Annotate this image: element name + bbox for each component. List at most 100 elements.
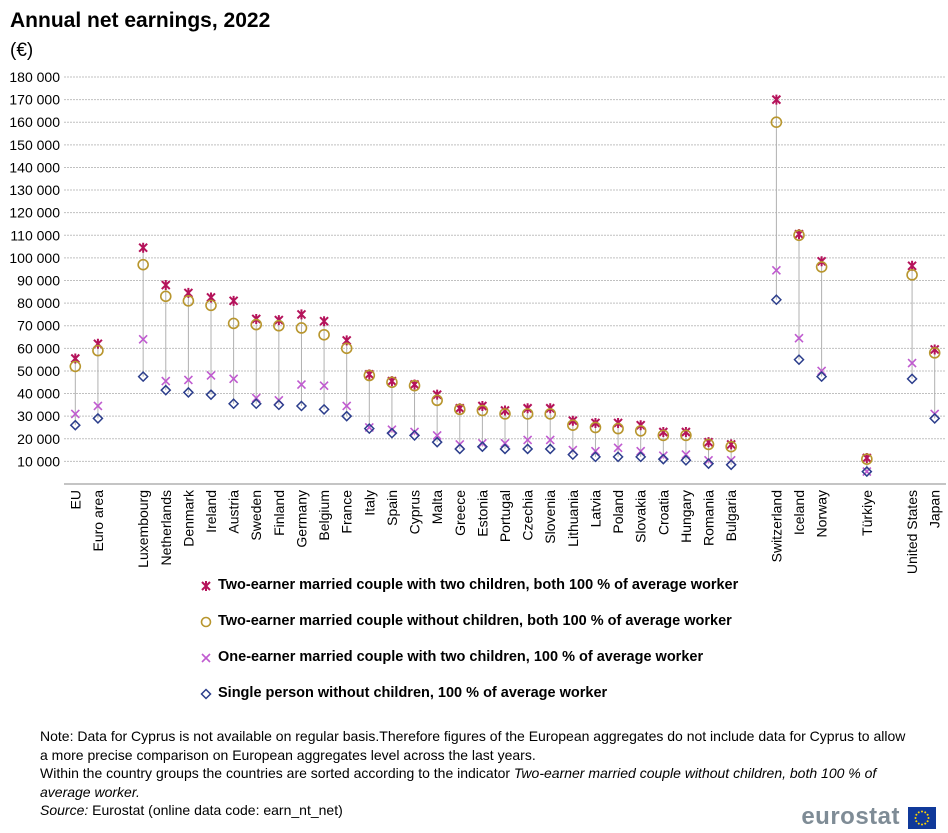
flag-star xyxy=(926,813,929,816)
y-tick-label: 120 000 xyxy=(9,205,60,221)
x-tick-label: Belgium xyxy=(316,490,332,541)
chart-plot: 10 000 20 000 30 000 40 000 50 000 60 000 70 0… xyxy=(9,69,946,574)
y-tick-label: 80 000 xyxy=(17,295,60,311)
marker-two-earner-no-children xyxy=(567,419,579,432)
marker-single xyxy=(228,398,240,410)
marker-one-earner xyxy=(636,446,646,456)
legend-label: Two-earner married couple without childr… xyxy=(218,613,732,629)
x-tick-label: Euro area xyxy=(90,490,106,552)
marker-two-earner-no-children xyxy=(318,328,330,341)
marker-single xyxy=(205,389,217,401)
marker-two-earner-no-children xyxy=(250,318,263,331)
marker-one-earner xyxy=(771,265,781,275)
x-tick-label: Hungary xyxy=(678,490,694,543)
flag-star xyxy=(917,822,920,825)
y-tick-label: 30 000 xyxy=(17,408,60,424)
x-tick-label: Austria xyxy=(226,490,242,534)
y-tick-label: 90 000 xyxy=(17,273,60,289)
y-tick-label: 50 000 xyxy=(17,363,60,379)
x-tick-label: Portugal xyxy=(497,490,513,542)
x-star-marker-icon xyxy=(201,581,211,591)
marker-single xyxy=(906,373,918,385)
x-tick-label: Cyprus xyxy=(407,490,423,534)
y-tick-label: 180 000 xyxy=(9,69,60,85)
marker-two-earner-children xyxy=(500,405,510,416)
marker-one-earner xyxy=(93,401,103,411)
eurostat-logo: eurostat xyxy=(801,803,936,831)
marker-one-earner xyxy=(161,376,171,386)
marker-single xyxy=(160,384,172,396)
marker-two-earner-children xyxy=(929,344,940,355)
note-indicator-name: Two-earner married couple without childr… xyxy=(40,765,877,800)
legend-item-single: Single person without children, 100 % of… xyxy=(200,684,760,702)
y-tick-label: 110 000 xyxy=(10,227,60,243)
x-tick-label: Denmark xyxy=(180,489,196,547)
marker-two-earner-no-children xyxy=(793,229,805,242)
marker-one-earner xyxy=(432,430,442,440)
marker-single xyxy=(770,294,782,306)
y-tick-label: 70 000 xyxy=(17,318,60,334)
x-tick-label: Netherlands xyxy=(158,490,174,566)
x-tick-label: Switzerland xyxy=(768,490,784,562)
marker-single xyxy=(793,354,805,366)
note-sorting: Within the country groups the countries … xyxy=(40,764,910,801)
marker-two-earner-no-children xyxy=(363,369,376,382)
marker-two-earner-no-children xyxy=(273,319,285,332)
marker-two-earner-children xyxy=(319,316,329,327)
marker-two-earner-no-children xyxy=(340,342,353,355)
x-tick-label: Japan xyxy=(927,490,943,528)
x-tick-label: Bulgaria xyxy=(723,490,739,542)
marker-two-earner-no-children xyxy=(612,422,624,435)
marker-single xyxy=(386,427,398,439)
marker-single xyxy=(816,371,828,383)
marker-two-earner-no-children xyxy=(499,408,511,420)
x-tick-label: United States xyxy=(904,490,920,574)
x-tick-label: Malta xyxy=(429,490,445,524)
marker-single xyxy=(69,419,81,431)
marker-single xyxy=(657,453,669,465)
marker-two-earner-no-children xyxy=(182,295,195,307)
flag-star xyxy=(915,820,918,823)
legend-item-one-earner: One-earner married couple with two child… xyxy=(200,648,760,684)
x-tick-label: Iceland xyxy=(791,490,807,535)
marker-two-earner-no-children xyxy=(408,379,421,392)
marker-one-earner xyxy=(500,438,510,448)
x-tick-label: Poland xyxy=(610,490,626,534)
marker-single xyxy=(295,400,308,412)
y-tick-label: 100 000 xyxy=(9,250,60,266)
marker-single xyxy=(273,399,285,411)
flag-star xyxy=(924,811,927,814)
legend-label: Two-earner married couple with two child… xyxy=(218,577,739,593)
marker-single xyxy=(341,410,353,422)
marker-single xyxy=(431,436,443,448)
x-marker-icon xyxy=(201,653,211,663)
marker-two-earner-no-children xyxy=(928,347,941,359)
y-tick-label: 160 000 xyxy=(9,114,60,130)
x-tick-label: Finland xyxy=(271,490,287,536)
marker-two-earner-no-children xyxy=(69,360,82,373)
marker-two-earner-no-children xyxy=(137,258,149,271)
note-text: Note: Data for Cyprus is not available o… xyxy=(40,728,906,763)
marker-one-earner xyxy=(206,370,216,381)
x-tick-label: Slovakia xyxy=(633,490,649,543)
chart-legend: Two-earner married couple with two child… xyxy=(200,576,760,702)
source-text: Eurostat (online data code: earn_nt_net) xyxy=(88,802,343,818)
marker-single xyxy=(725,459,737,471)
marker-single xyxy=(499,443,511,455)
x-tick-label: Romania xyxy=(701,490,717,546)
marker-two-earner-no-children xyxy=(815,261,828,273)
x-tick-label: EU xyxy=(67,490,83,509)
marker-two-earner-no-children xyxy=(205,299,217,312)
y-tick-label: 20 000 xyxy=(17,431,60,447)
eu-flag-icon xyxy=(908,807,936,829)
marker-two-earner-no-children xyxy=(725,440,737,453)
marker-two-earner-no-children xyxy=(657,429,670,442)
marker-one-earner xyxy=(613,443,623,453)
marker-two-earner-no-children xyxy=(386,376,398,389)
marker-single xyxy=(702,458,715,470)
marker-two-earner-children xyxy=(681,426,691,437)
source-label: Source: xyxy=(40,802,89,818)
marker-single xyxy=(680,454,692,466)
marker-single xyxy=(589,451,602,463)
y-tick-label: 60 000 xyxy=(17,340,60,356)
